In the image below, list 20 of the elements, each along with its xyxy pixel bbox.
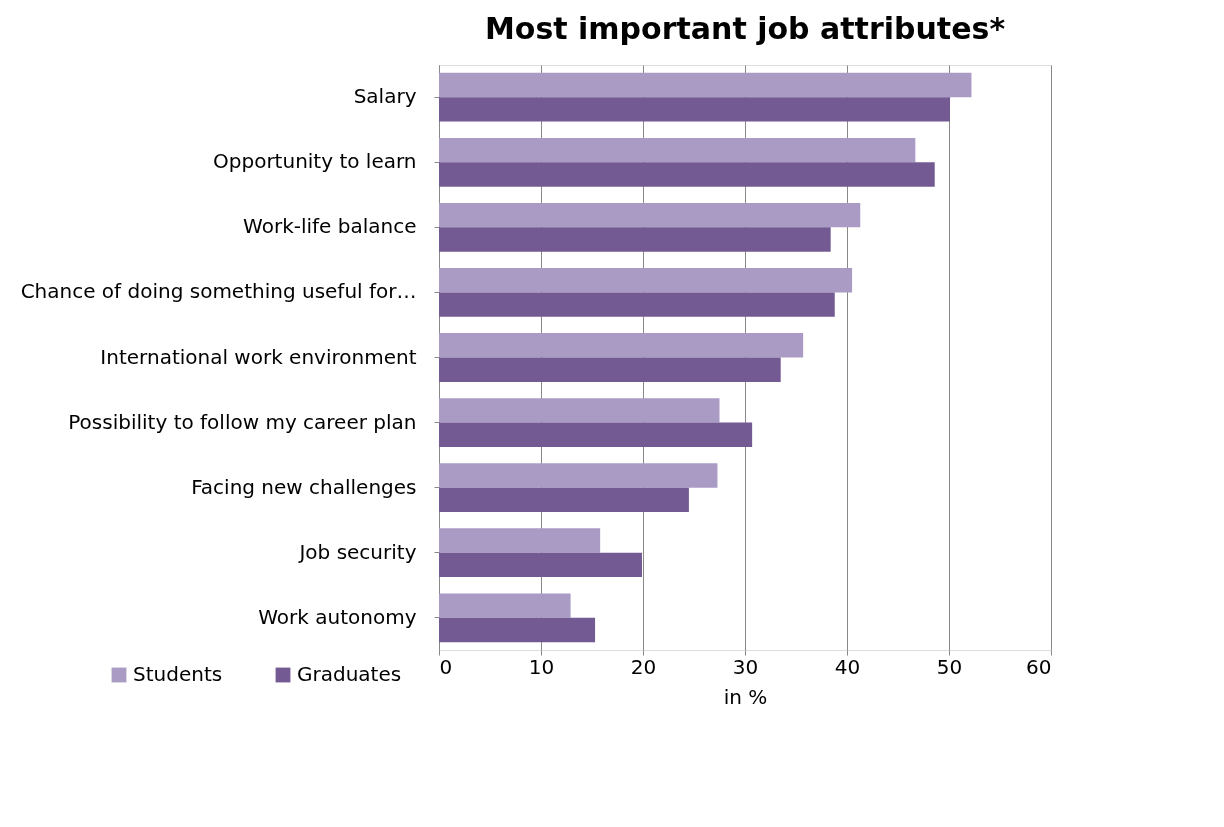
x-tick-label: 20 — [630, 654, 657, 679]
y-tick-label: Salary — [353, 84, 417, 109]
x-tick-label: 50 — [936, 654, 963, 679]
legend-label: Graduates — [297, 662, 402, 686]
y-tick-label: Opportunity to learn — [213, 149, 417, 174]
x-tick-label: 0 — [439, 654, 453, 679]
x-tick-label: 40 — [834, 654, 861, 679]
y-tick-label: Chance of doing something useful for… — [20, 279, 417, 304]
x-tick-label: 10 — [528, 654, 555, 679]
y-tick-label: Possibility to follow my career plan — [68, 409, 417, 434]
y-tick-label: Facing new challenges — [191, 474, 417, 499]
x-axis-title: in % — [723, 684, 768, 709]
x-tick-label: 60 — [1026, 654, 1052, 679]
x-tick-label: 30 — [732, 654, 759, 679]
y-tick-label: International work environment — [100, 344, 417, 369]
chart-title: Most important job attributes* — [484, 11, 1006, 46]
legend-label: Students — [133, 662, 223, 686]
y-tick-label: Work-life balance — [243, 214, 417, 239]
y-tick-label: Work autonomy — [258, 604, 417, 629]
y-tick-label: Job security — [297, 539, 417, 564]
